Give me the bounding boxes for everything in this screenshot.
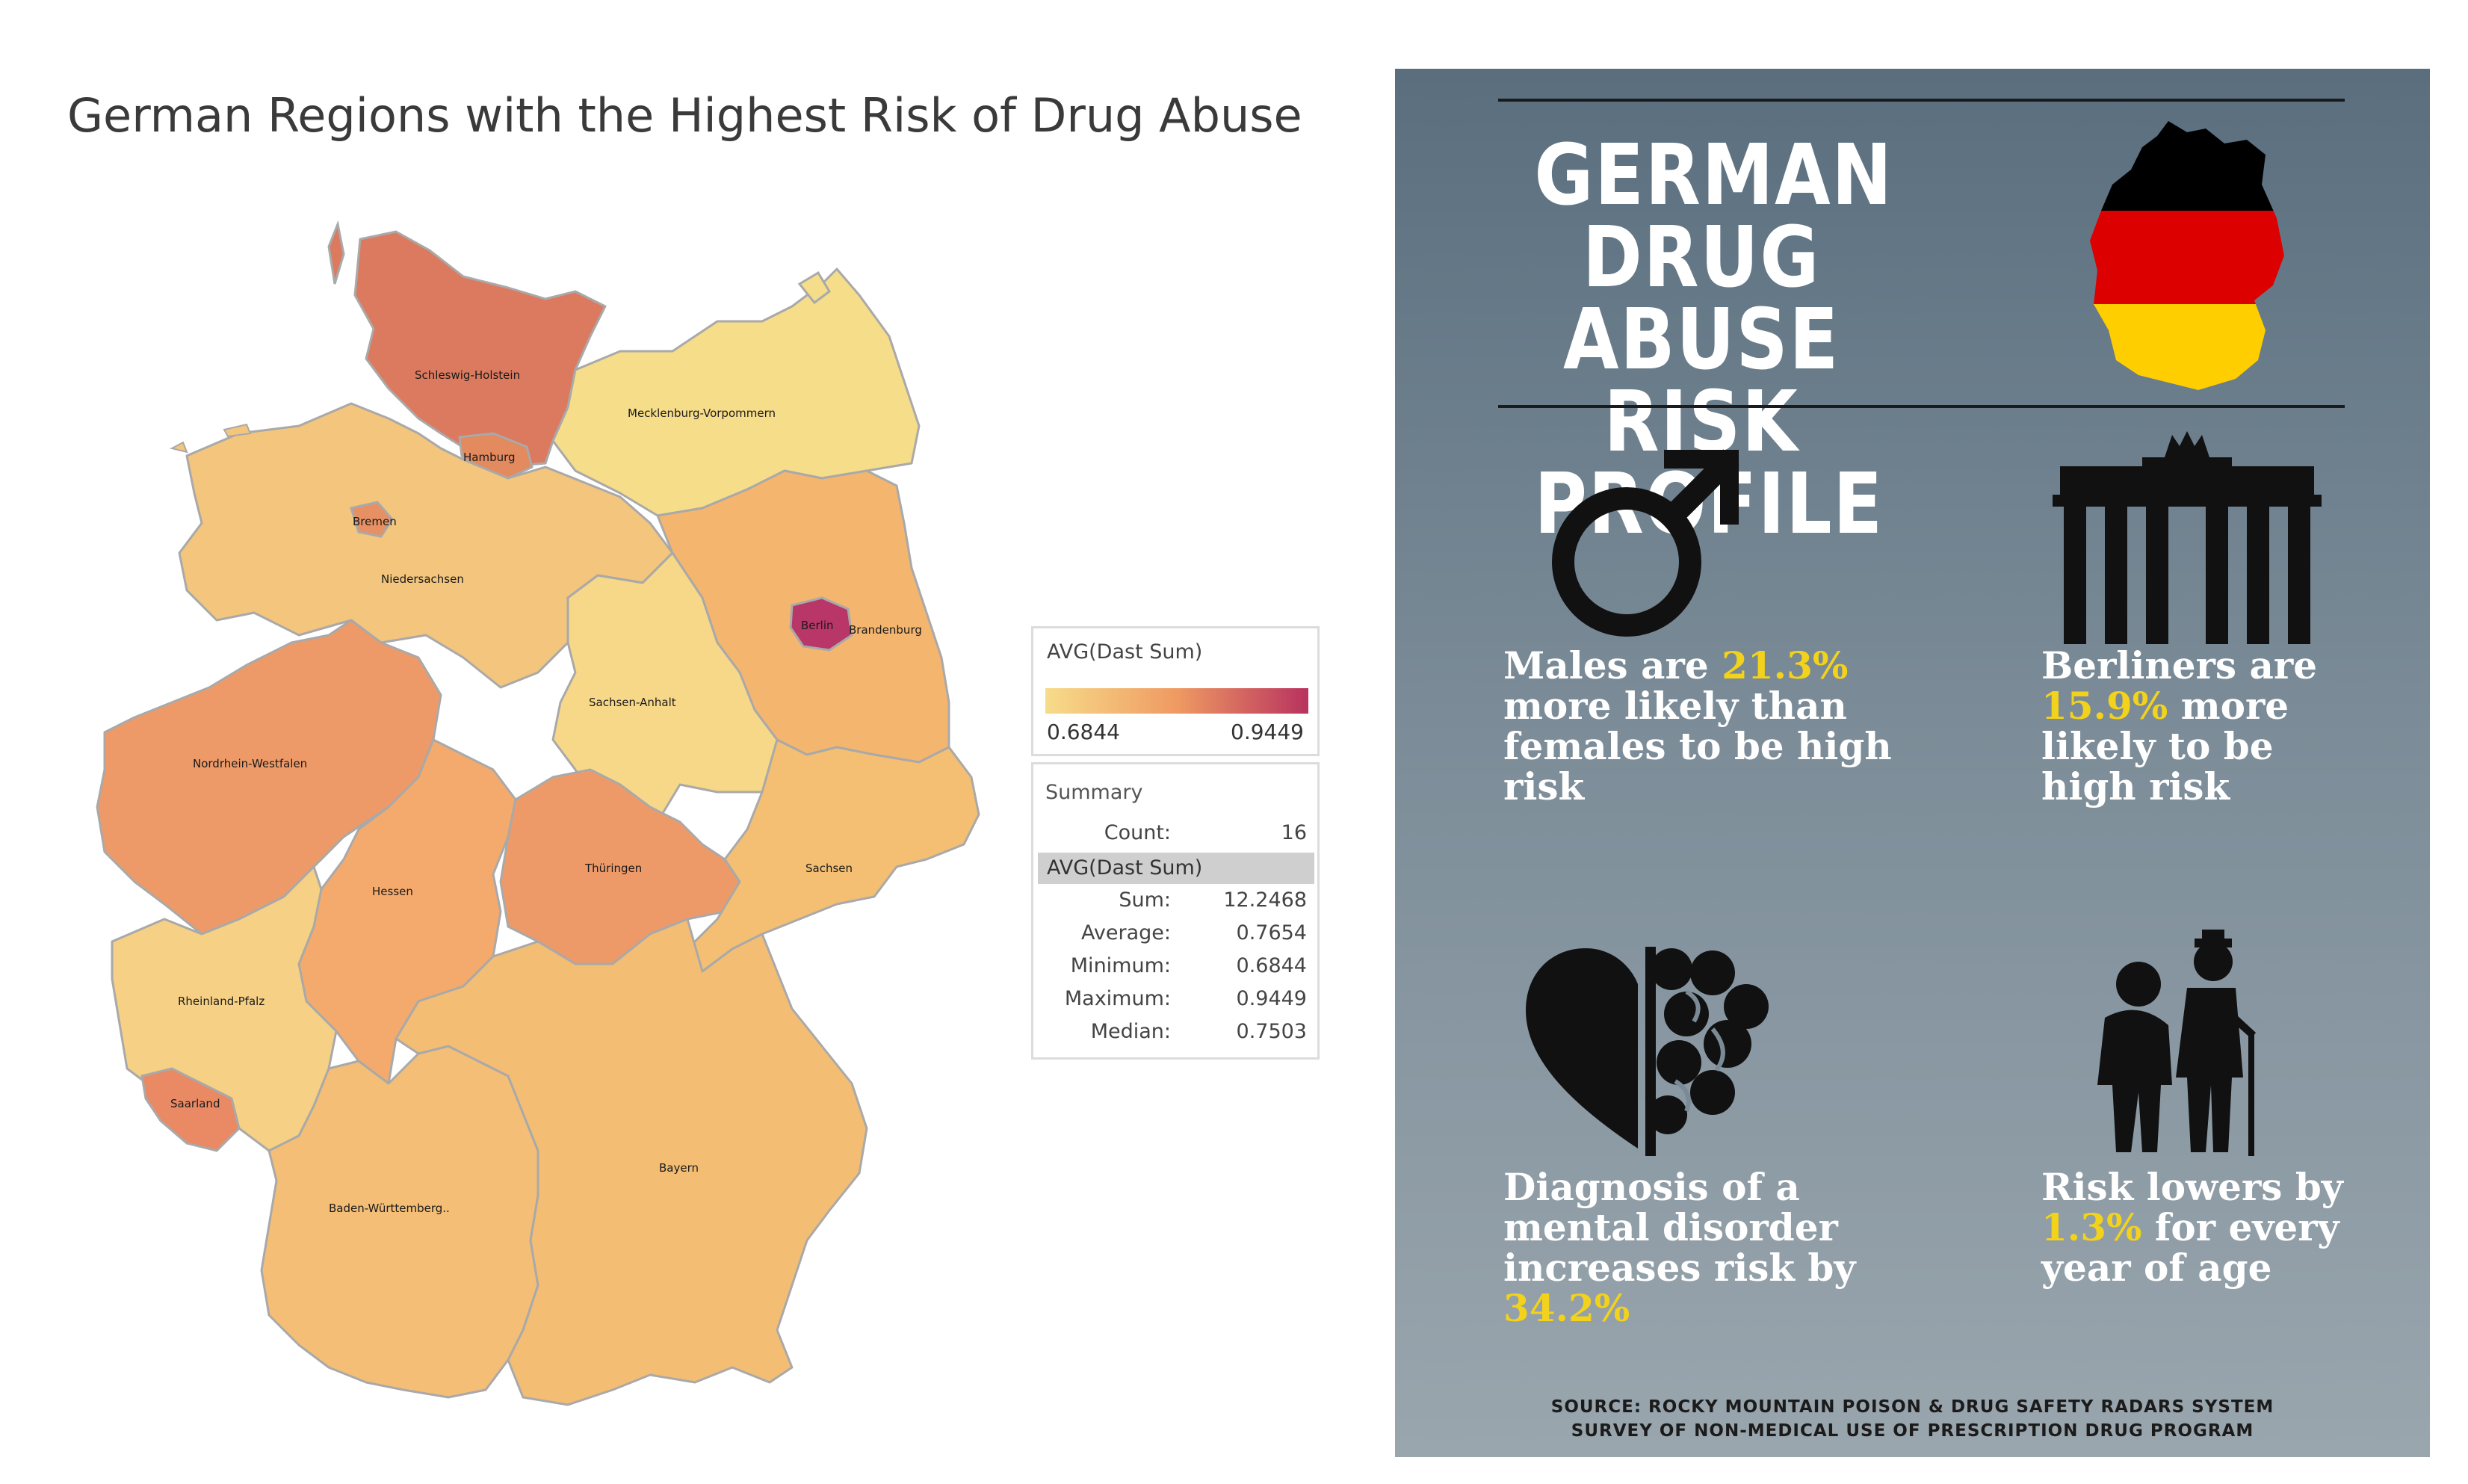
- summary-label: Maximum:: [1064, 987, 1171, 1010]
- top-divider: [1498, 99, 2345, 102]
- label-schleswig-holstein: Schleswig-Holstein: [415, 368, 520, 382]
- stat-berlin: Berliners are 15.9% more likely to be hi…: [2041, 646, 2355, 807]
- region-berlin[interactable]: [789, 596, 853, 652]
- middle-divider: [1498, 405, 2345, 408]
- summary-card: Summary Count: 16 AVG(Dast Sum) Sum: 12.…: [1031, 762, 1320, 1060]
- summary-measure-header: AVG(Dast Sum): [1038, 853, 1314, 884]
- stat-males: Males are 21.3% more likely than females…: [1503, 646, 1892, 807]
- stat-text: Berliners are: [2041, 643, 2318, 687]
- label-baden-wuerttemberg: Baden-Württemberg..: [329, 1202, 450, 1215]
- label-sachsen-anhalt: Sachsen-Anhalt: [589, 696, 676, 709]
- legend-max-value: 0.9449: [1231, 720, 1304, 744]
- label-niedersachsen: Niedersachsen: [381, 572, 464, 586]
- region-mecklenburg-vorpommern[interactable]: [551, 268, 921, 517]
- island-shape: [327, 220, 345, 285]
- label-brandenburg: Brandenburg: [849, 623, 922, 637]
- label-mecklenburg-vorpommern: Mecklenburg-Vorpommern: [628, 406, 776, 420]
- summary-row-sum: Sum: 12.2468: [1038, 885, 1314, 917]
- summary-label: Minimum:: [1070, 954, 1171, 977]
- heart-brain-icon: [1526, 947, 1769, 1156]
- summary-row-count: Count: 16: [1038, 818, 1314, 850]
- summary-value: 0.6844: [1236, 954, 1307, 977]
- summary-value: 0.7654: [1236, 921, 1307, 944]
- brandenburg-gate-icon: [2053, 431, 2322, 644]
- region-saarland[interactable]: [140, 1067, 241, 1152]
- summary-measure-label: AVG(Dast Sum): [1047, 856, 1203, 879]
- germany-map: Schleswig-Holstein Hamburg Mecklenburg-V…: [96, 220, 980, 1406]
- region-bremen[interactable]: [350, 501, 394, 538]
- title-line: ABUSE RISK: [1563, 291, 1840, 471]
- region-sachsen[interactable]: [686, 738, 980, 973]
- map-panel: German Regions with the Highest Risk of …: [67, 88, 1320, 1406]
- island-shape: [170, 441, 188, 454]
- label-bayern: Bayern: [659, 1161, 699, 1175]
- stat-text: more likely than females to be high risk: [1503, 684, 1892, 809]
- legend-title: AVG(Dast Sum): [1047, 640, 1203, 664]
- summary-label: Sum:: [1119, 888, 1171, 912]
- map-title: German Regions with the Highest Risk of …: [67, 88, 1302, 143]
- label-bremen: Bremen: [353, 515, 397, 528]
- summary-label: Average:: [1081, 921, 1171, 944]
- stat-highlight: 15.9%: [2041, 684, 2168, 728]
- summary-value: 16: [1281, 821, 1307, 844]
- elderly-couple-icon: [2097, 930, 2256, 1156]
- stat-mental-disorder: Diagnosis of a mental disorder increases…: [1503, 1167, 1892, 1329]
- stat-text: Diagnosis of a mental disorder increases…: [1503, 1165, 1856, 1290]
- source-line: SURVEY OF NON-MEDICAL USE OF PRESCRIPTIO…: [1571, 1421, 2254, 1441]
- island-shape: [223, 423, 252, 438]
- summary-row-median: Median: 0.7503: [1038, 1017, 1314, 1048]
- stat-highlight: 21.3%: [1722, 643, 1849, 687]
- label-berlin: Berlin: [801, 619, 834, 632]
- title-line: GERMAN DRUG: [1534, 127, 1893, 306]
- summary-title: Summary: [1045, 781, 1143, 804]
- summary-row-maximum: Maximum: 0.9449: [1038, 984, 1314, 1015]
- label-saarland: Saarland: [170, 1097, 220, 1110]
- germany-flag-map-icon: [2090, 121, 2284, 390]
- stat-age: Risk lowers by 1.3% for every year of ag…: [2041, 1167, 2355, 1288]
- summary-value: 0.7503: [1236, 1020, 1307, 1043]
- source-citation: SOURCE: ROCKY MOUNTAIN POISON & DRUG SAF…: [1395, 1395, 2430, 1443]
- summary-value: 12.2468: [1223, 888, 1307, 912]
- label-hessen: Hessen: [372, 885, 413, 898]
- summary-row-average: Average: 0.7654: [1038, 918, 1314, 950]
- stat-highlight: 1.3%: [2041, 1205, 2142, 1249]
- legend-gradient-bar: [1045, 688, 1308, 714]
- legend-min-value: 0.6844: [1047, 720, 1120, 744]
- label-hamburg: Hamburg: [463, 451, 516, 464]
- label-sachsen: Sachsen: [805, 862, 853, 875]
- island-shape: [797, 270, 831, 305]
- source-line: SOURCE: ROCKY MOUNTAIN POISON & DRUG SAF…: [1550, 1397, 2274, 1417]
- stat-text: Risk lowers by: [2041, 1165, 2343, 1209]
- label-thueringen: Thüringen: [584, 862, 642, 875]
- region-bayern[interactable]: [395, 918, 868, 1406]
- stat-text: for every year of age: [2041, 1205, 2339, 1290]
- stat-highlight: 34.2%: [1503, 1286, 1630, 1330]
- color-legend: AVG(Dast Sum) 0.6844 0.9449: [1031, 626, 1320, 756]
- summary-value: 0.9449: [1236, 987, 1307, 1010]
- stat-text: more likely to be high risk: [2041, 684, 2289, 809]
- summary-label: Median:: [1090, 1020, 1171, 1043]
- infographic-panel: GERMAN DRUG ABUSE RISK PROFILE Males are…: [1395, 69, 2430, 1457]
- label-nordrhein-westfalen: Nordrhein-Westfalen: [193, 757, 307, 770]
- label-rheinland-pfalz: Rheinland-Pfalz: [178, 995, 265, 1008]
- summary-label: Count:: [1104, 821, 1171, 844]
- summary-row-minimum: Minimum: 0.6844: [1038, 951, 1314, 983]
- infographic-title: GERMAN DRUG ABUSE RISK PROFILE: [1534, 127, 1893, 546]
- stat-text: Males are: [1503, 643, 1722, 687]
- male-symbol-icon: [1552, 449, 1739, 637]
